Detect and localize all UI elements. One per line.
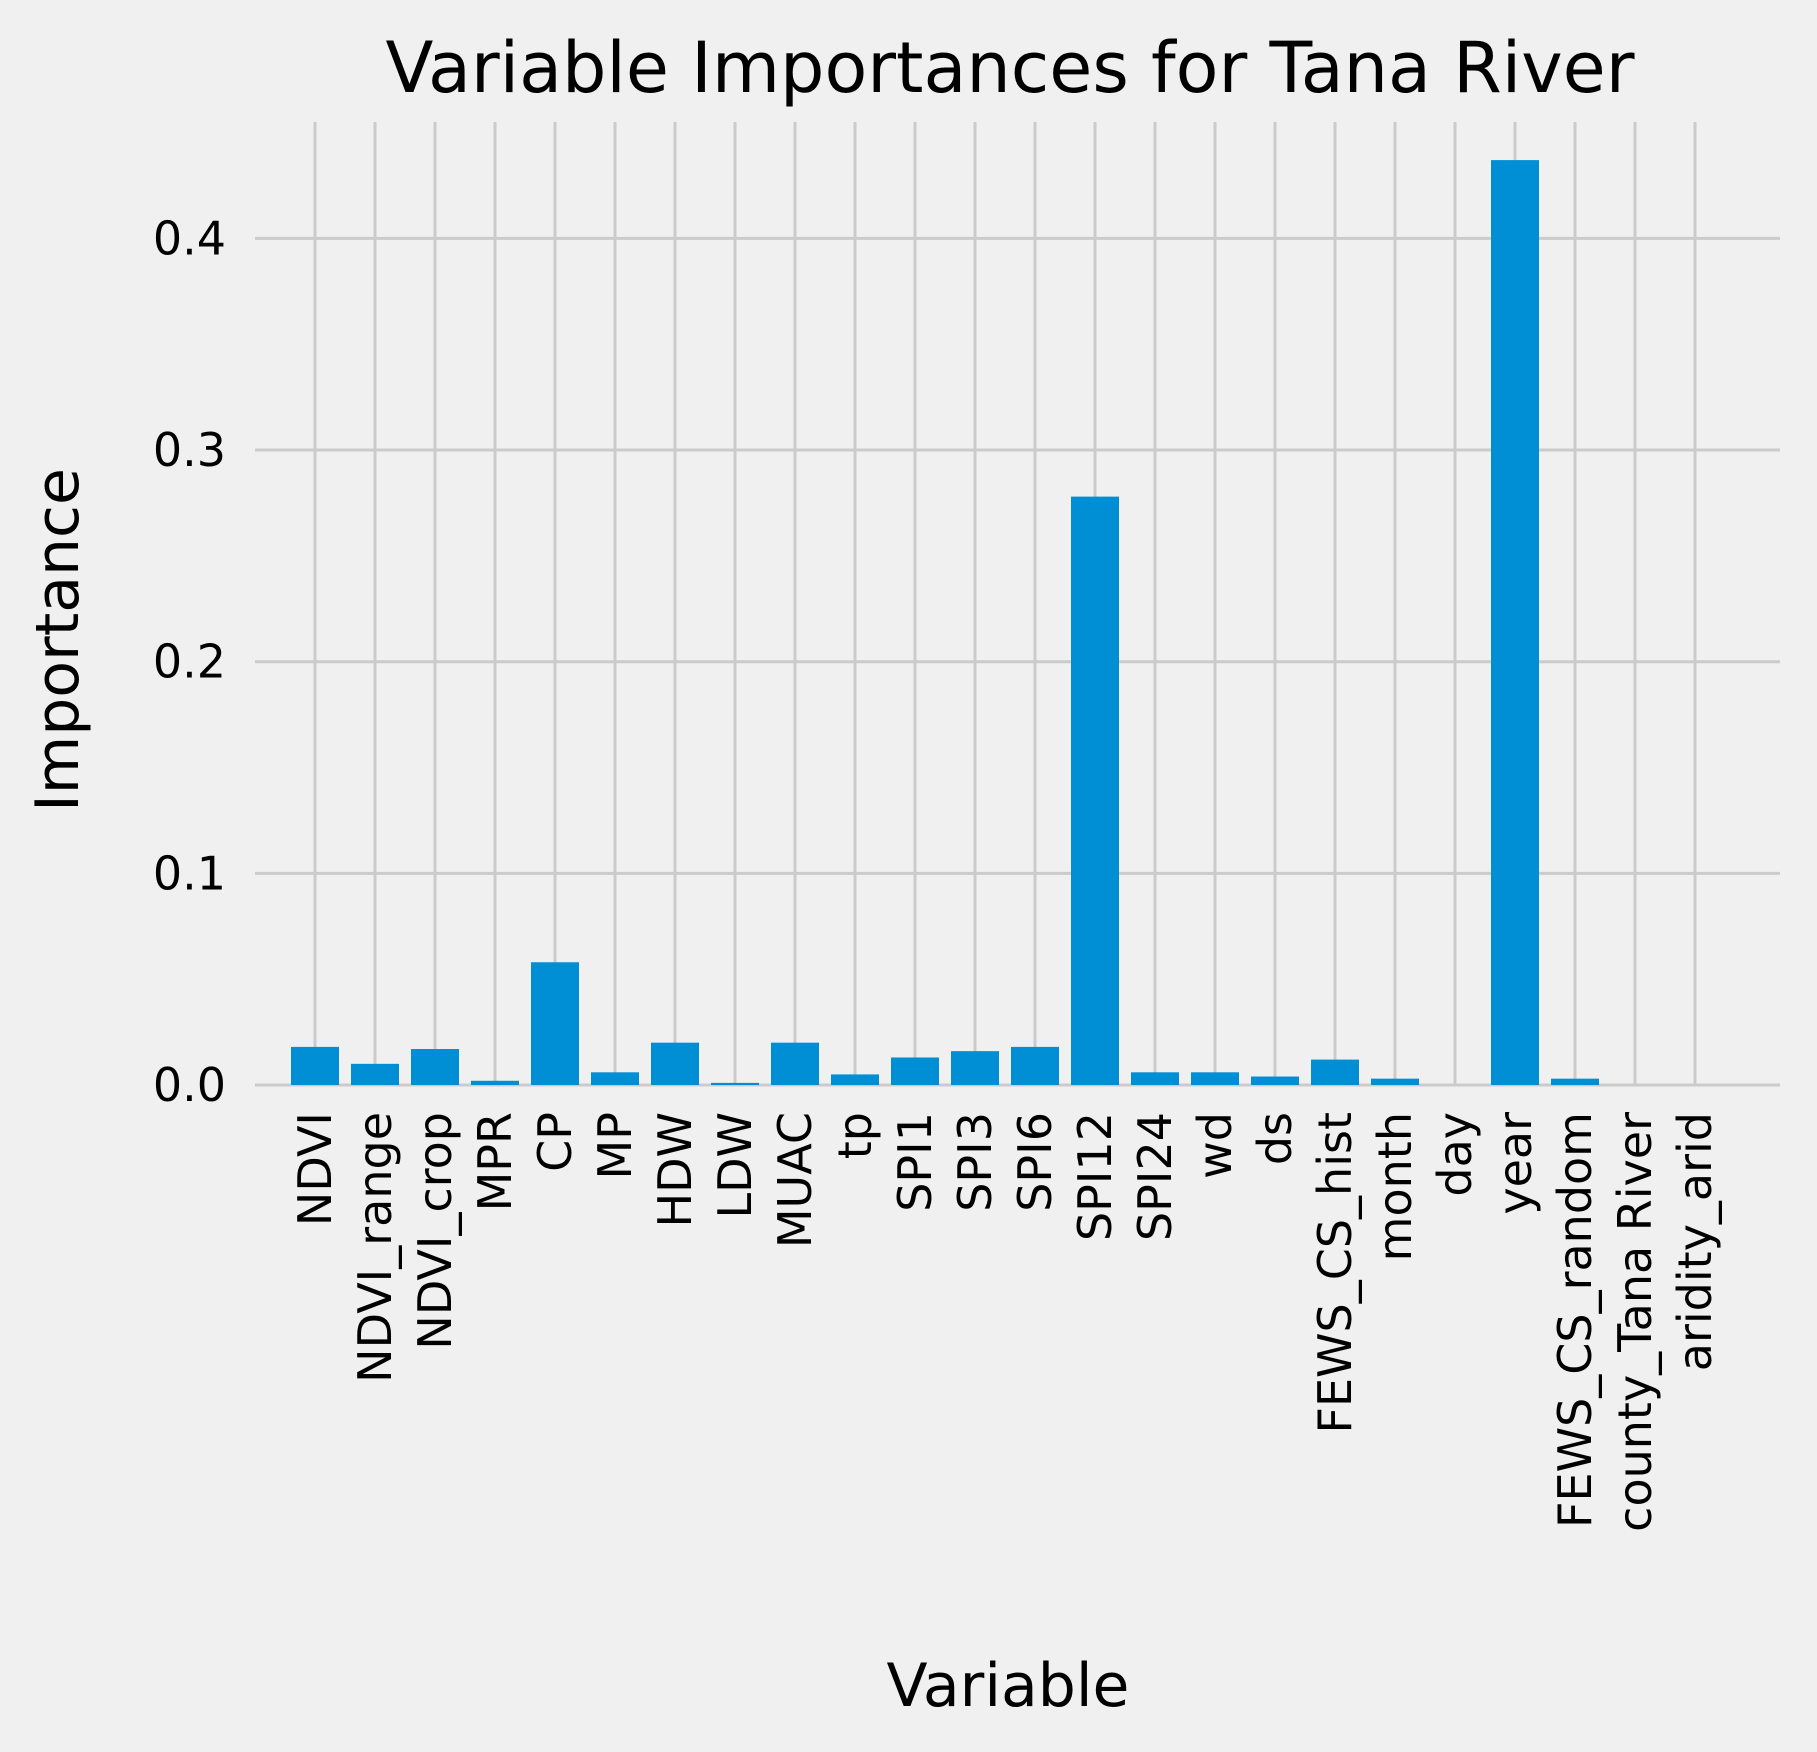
bar bbox=[291, 1046, 339, 1085]
x-tick-label: ds bbox=[1248, 1112, 1302, 1165]
y-axis-label: Importance bbox=[23, 468, 93, 812]
x-tick-label: aridity_arid bbox=[1668, 1112, 1722, 1371]
bar bbox=[1311, 1059, 1359, 1085]
grid-lines bbox=[255, 122, 1780, 1087]
x-tick-label: FEWS_CS_hist bbox=[1308, 1112, 1362, 1433]
bar bbox=[1551, 1078, 1599, 1085]
bar bbox=[1251, 1076, 1299, 1085]
x-tick-label: LDW bbox=[708, 1112, 762, 1219]
bar bbox=[1011, 1046, 1059, 1085]
x-tick-label: NDVI_range bbox=[348, 1112, 402, 1383]
x-tick-label: tp bbox=[828, 1112, 882, 1159]
bar bbox=[591, 1072, 639, 1085]
x-tick-label: SPI12 bbox=[1068, 1112, 1122, 1241]
bar bbox=[1491, 160, 1539, 1086]
y-tick-label: 0.1 bbox=[153, 846, 226, 900]
x-tick-label: month bbox=[1368, 1112, 1422, 1261]
y-tick-label: 0.3 bbox=[153, 423, 226, 477]
x-tick-label: CP bbox=[528, 1112, 582, 1172]
y-tick-label: 0.4 bbox=[153, 211, 226, 265]
x-axis-ticks: NDVI NDVI_range NDVI_crop MPR CP MP HDW LDW MUAC… bbox=[288, 1112, 1722, 1532]
bar bbox=[951, 1051, 999, 1085]
x-tick-label: SPI1 bbox=[888, 1112, 942, 1212]
x-tick-label: NDVI bbox=[288, 1112, 342, 1226]
bar bbox=[1371, 1078, 1419, 1085]
y-axis-ticks: 0.0 0.1 0.2 0.3 0.4 bbox=[153, 211, 226, 1112]
chart-title: Variable Importances for Tana River bbox=[386, 27, 1635, 109]
bar bbox=[471, 1080, 519, 1085]
y-tick-label: 0.0 bbox=[153, 1058, 226, 1112]
y-tick-label: 0.2 bbox=[153, 635, 226, 689]
bars bbox=[291, 160, 1599, 1086]
bar bbox=[831, 1074, 879, 1085]
x-tick-label: SPI24 bbox=[1128, 1112, 1182, 1241]
x-tick-label: FEWS_CS_random bbox=[1548, 1112, 1602, 1528]
bar bbox=[1071, 496, 1119, 1086]
x-tick-label: MUAC bbox=[768, 1112, 822, 1248]
bar bbox=[651, 1042, 699, 1085]
bar bbox=[531, 962, 579, 1085]
bar bbox=[771, 1042, 819, 1085]
bar bbox=[351, 1063, 399, 1085]
x-tick-label: wd bbox=[1188, 1112, 1242, 1179]
x-tick-label: year bbox=[1488, 1112, 1542, 1215]
x-tick-label: NDVI_crop bbox=[408, 1112, 462, 1350]
bar bbox=[411, 1049, 459, 1085]
x-tick-label: county_Tana River bbox=[1608, 1112, 1662, 1532]
x-tick-label: day bbox=[1428, 1112, 1482, 1197]
bar bbox=[891, 1057, 939, 1085]
bar bbox=[1191, 1072, 1239, 1085]
bar bbox=[711, 1082, 759, 1085]
bar bbox=[1131, 1072, 1179, 1085]
x-axis-label: Variable bbox=[887, 1651, 1130, 1721]
x-tick-label: SPI6 bbox=[1008, 1112, 1062, 1212]
x-tick-label: SPI3 bbox=[948, 1112, 1002, 1212]
x-tick-label: MPR bbox=[468, 1112, 522, 1211]
x-tick-label: HDW bbox=[648, 1112, 702, 1228]
x-tick-label: MP bbox=[588, 1112, 642, 1179]
